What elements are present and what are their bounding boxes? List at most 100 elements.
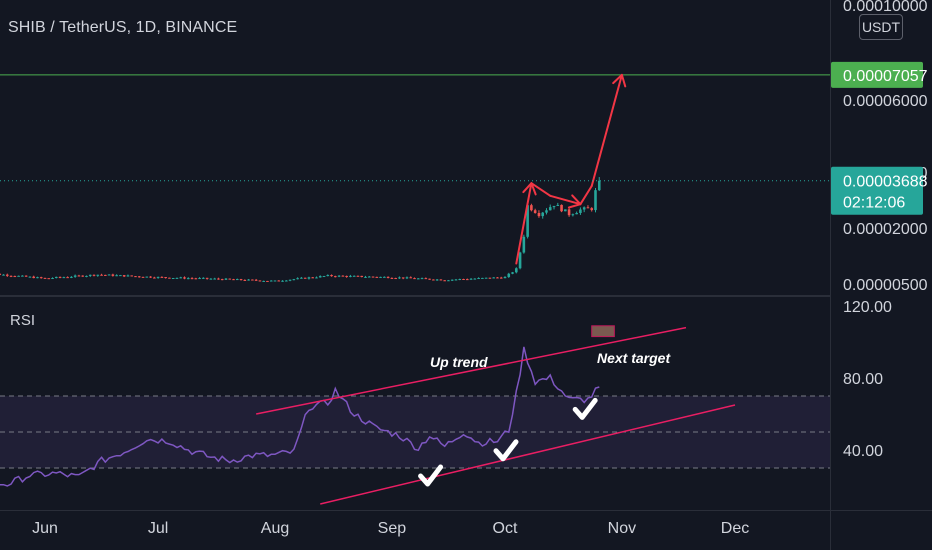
- price-candle: [526, 204, 529, 239]
- candle-body: [58, 276, 62, 278]
- price-candle: [66, 276, 69, 279]
- price-candle: [518, 251, 522, 270]
- candle-body: [243, 279, 247, 281]
- price-candle: [160, 276, 164, 278]
- check-mark-icon[interactable]: [493, 439, 519, 462]
- candle-body: [409, 277, 413, 279]
- candle-body: [73, 275, 77, 277]
- candle-body: [36, 277, 39, 279]
- rsi-series: [0, 346, 600, 487]
- price-candle: [503, 276, 507, 279]
- price-candle: [311, 276, 315, 279]
- candle-body: [435, 279, 439, 281]
- candle-body: [194, 278, 198, 280]
- price-candle: [303, 277, 307, 279]
- candle-body: [171, 278, 175, 280]
- price-candle: [39, 276, 43, 279]
- arrow-segment[interactable]: [549, 194, 582, 206]
- candle-body: [394, 278, 397, 280]
- candle-body: [303, 277, 307, 279]
- price-candle: [153, 276, 156, 279]
- price-candle: [239, 278, 243, 281]
- price-candle: [183, 276, 186, 280]
- candle-body: [356, 275, 360, 277]
- target-price-badge[interactable]: [831, 61, 923, 88]
- price-candle: [2, 274, 5, 276]
- candle-body: [28, 276, 32, 278]
- check-mark-icon[interactable]: [572, 397, 598, 420]
- price-candle: [111, 273, 115, 277]
- price-candle: [401, 277, 405, 280]
- rsi-label[interactable]: RSI: [10, 312, 36, 329]
- candle-body: [32, 276, 35, 279]
- next-target-box[interactable]: [591, 325, 615, 338]
- candle-body: [458, 278, 462, 280]
- price-candle: [122, 275, 126, 278]
- candle-body: [51, 277, 54, 279]
- price-candle: [499, 276, 503, 279]
- symbol-title[interactable]: SHIB / TetherUS, 1D, BINANCE: [8, 19, 238, 36]
- candle-body: [24, 275, 28, 277]
- price-candle: [597, 177, 601, 192]
- candle-body: [81, 275, 85, 277]
- trend-line-upper[interactable]: [255, 326, 687, 415]
- arrow-segment[interactable]: [515, 182, 533, 265]
- price-candle: [571, 213, 575, 217]
- candle-body: [383, 276, 386, 278]
- candle-body: [228, 278, 232, 280]
- next-target-label[interactable]: Next target: [597, 350, 671, 366]
- arrow-segment[interactable]: [530, 182, 552, 197]
- candle-body: [424, 278, 428, 280]
- price-candle: [556, 202, 560, 206]
- candle-body: [390, 277, 394, 279]
- candle-body: [443, 280, 446, 282]
- price-candle: [443, 280, 446, 282]
- price-candle: [175, 277, 179, 279]
- rsi-tick-label: 120.00: [843, 299, 892, 316]
- price-candle: [198, 277, 201, 280]
- time-tick-label: Dec: [721, 520, 749, 537]
- candle-body: [560, 204, 563, 212]
- price-candle: [266, 280, 269, 282]
- price-candle: [55, 276, 58, 279]
- candle-body: [88, 274, 92, 276]
- candle-body: [541, 212, 545, 217]
- price-candle: [383, 276, 386, 278]
- candle-body: [160, 276, 164, 278]
- trend-line-lower[interactable]: [320, 404, 736, 505]
- arrow-head-icon[interactable]: [612, 73, 627, 88]
- candle-body: [281, 280, 284, 282]
- price-candle: [220, 278, 224, 281]
- price-candle: [168, 277, 171, 279]
- price-candle: [447, 279, 450, 282]
- price-candle: [85, 275, 88, 278]
- drawings-layer[interactable]: 0.00007057 Up trend Next target: [0, 61, 928, 505]
- price-candle: [356, 275, 360, 277]
- price-candle: [205, 277, 209, 280]
- price-tick-label: 0.00006000: [843, 93, 928, 110]
- price-candle: [567, 207, 571, 217]
- candle-body: [122, 275, 126, 277]
- price-candle: [62, 276, 66, 279]
- price-candle: [145, 276, 149, 278]
- candle-body: [530, 205, 533, 211]
- arrow-segment[interactable]: [579, 185, 593, 206]
- price-candle: [32, 275, 35, 279]
- time-tick-label: Jun: [32, 520, 58, 537]
- candle-body: [292, 279, 296, 281]
- candle-body: [315, 277, 318, 279]
- price-tick-label: 0.00000500: [843, 277, 928, 294]
- candle-body: [100, 274, 103, 276]
- price-candle: [390, 277, 394, 279]
- candle-body: [217, 278, 220, 280]
- check-mark-icon[interactable]: [418, 464, 444, 487]
- candle-body: [484, 277, 488, 279]
- candle-body: [511, 272, 514, 274]
- arrow-segment[interactable]: [590, 73, 623, 187]
- price-candle: [541, 211, 545, 219]
- currency-selector[interactable]: USDT: [859, 14, 903, 40]
- price-candle: [318, 275, 322, 278]
- up-trend-label[interactable]: Up trend: [430, 354, 488, 370]
